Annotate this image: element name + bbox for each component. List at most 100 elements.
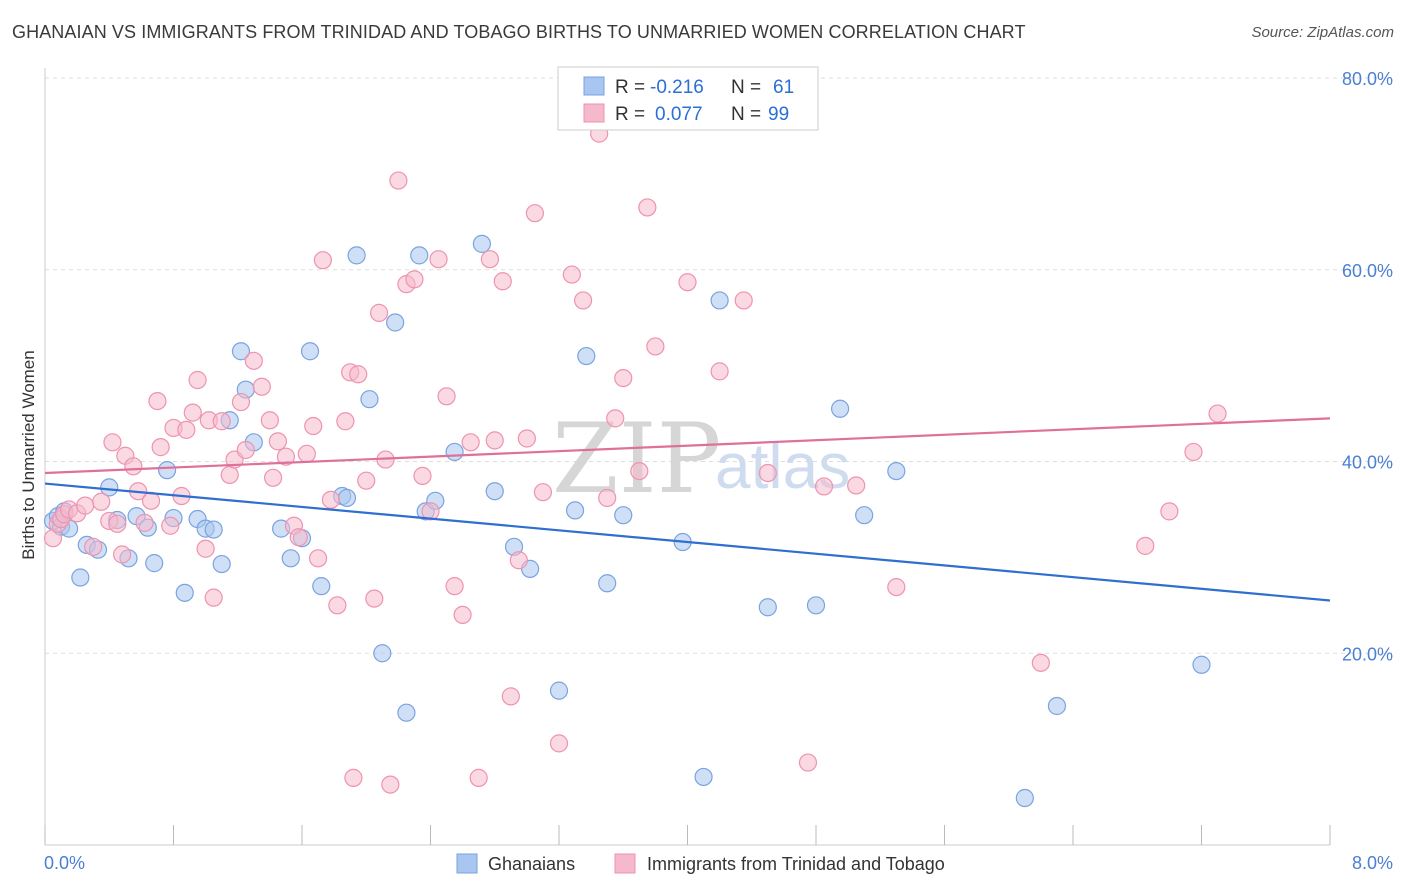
trinidad-point — [549, 734, 569, 753]
ghanaian-point — [145, 554, 164, 573]
watermark: ZIP atlas — [552, 403, 850, 515]
y-tick-label: 80.0% — [1342, 69, 1393, 89]
trinidad-point — [389, 171, 408, 190]
ghanaian-point — [300, 342, 320, 361]
trinidad-point — [357, 471, 376, 490]
trinidad-point — [304, 416, 323, 436]
trinidad-point — [365, 589, 384, 608]
trinidad-point — [244, 351, 263, 370]
trinidad-point — [493, 272, 512, 291]
trinidad-point — [220, 465, 239, 485]
gridlines — [45, 77, 1392, 654]
trinidad-point — [445, 577, 464, 596]
bottom-legend-swatch-ghanaians — [456, 853, 478, 874]
legend-n-value-1: 61 — [773, 77, 794, 98]
ghanaian-point — [100, 478, 119, 497]
trinidad-point — [887, 577, 906, 597]
trinidad-point — [1031, 653, 1050, 672]
trinidad-point — [297, 444, 316, 463]
ghanaian-point — [758, 598, 777, 617]
trinidad-point — [308, 549, 328, 568]
ghanaian-point — [373, 644, 392, 663]
watermark-zip: ZIP — [552, 403, 721, 515]
trinidad-point — [485, 431, 504, 450]
ghanaian-trend-line — [44, 482, 1331, 602]
series-legend: Ghanaians Immigrants from Trinidad and T… — [456, 853, 945, 874]
y-tick-label: 40.0% — [1342, 453, 1393, 473]
y-tick-label: 60.0% — [1342, 261, 1393, 281]
trinidad-point — [268, 432, 288, 451]
ghanaian-point — [565, 501, 585, 520]
trinidad-point — [646, 337, 665, 356]
trinidad-point — [453, 605, 472, 625]
trinidad-point — [630, 461, 649, 481]
ghanaian-point — [347, 246, 366, 265]
trinidad-point — [231, 392, 251, 412]
ghanaian-point — [231, 342, 251, 361]
legend-r-value-2: 0.077 — [655, 104, 703, 125]
trinidad-point — [212, 412, 231, 431]
trinidad-point — [678, 273, 697, 292]
trinidad-point — [135, 513, 154, 532]
ghanaian-point — [157, 461, 177, 480]
trinidad-point — [480, 250, 500, 269]
trinidad-point — [562, 265, 581, 284]
ghanaian-point — [485, 482, 504, 501]
trinidad-point — [814, 477, 834, 496]
trinidad-point — [141, 491, 161, 510]
trinidad-point — [177, 420, 196, 439]
trinidad-point — [108, 514, 127, 533]
ghanaian-point — [598, 574, 617, 593]
ghanaian-point — [397, 703, 416, 722]
trinidad-point — [1136, 536, 1155, 555]
x-tick-label-max: 8.0% — [1352, 853, 1393, 873]
trinidad-point — [517, 429, 536, 448]
ghanaian-point — [472, 234, 491, 253]
bottom-legend-trinidad: Immigrants from Trinidad and Tobago — [647, 854, 945, 874]
ghanaian-point — [614, 506, 633, 525]
trinidad-point — [1160, 502, 1179, 521]
trinidad-point — [1208, 404, 1227, 423]
trinidad-point — [614, 368, 633, 388]
trinidad-point — [252, 377, 271, 396]
trend-lines — [44, 417, 1331, 602]
axes — [44, 68, 1331, 846]
legend-r-value-1: -0.216 — [650, 77, 704, 98]
ghanaian-point — [1192, 655, 1211, 674]
ghanaian-point — [175, 583, 194, 602]
legend-r-label-2: R = — [615, 104, 645, 125]
trinidad-point — [381, 775, 400, 794]
legend-swatch-trinidad — [583, 103, 605, 123]
trinidad-point — [573, 291, 593, 310]
trinidad-point — [525, 204, 545, 223]
legend-n-label-2: N = — [731, 104, 761, 125]
correlation-legend: R = -0.216 N = 61 R = 0.077 N = 99 — [557, 66, 819, 131]
trinidad-point — [798, 753, 818, 772]
trinidad-point — [509, 551, 528, 570]
trinidad-point — [1184, 442, 1203, 462]
legend-r-label-1: R = — [615, 77, 645, 98]
trinidad-point — [276, 447, 296, 466]
trinidad-point — [313, 251, 332, 270]
trinidad-point — [148, 391, 167, 411]
legend-n-value-2: 99 — [768, 104, 789, 125]
x-tick-label-min: 0.0% — [44, 853, 85, 873]
trinidad-point — [328, 596, 347, 615]
trinidad-point — [204, 588, 223, 607]
chart-title: GHANAIAN VS IMMIGRANTS FROM TRINIDAD AND… — [12, 22, 1026, 42]
y-axis-title: Births to Unmarried Women — [19, 350, 38, 559]
ghanaian-point — [1047, 696, 1067, 716]
trinidad-point — [344, 768, 363, 787]
ghanaian-point — [710, 291, 729, 310]
trinidad-point — [437, 387, 456, 406]
ghanaian-point — [204, 520, 223, 539]
trinidad-point — [151, 438, 170, 457]
trinidad-point — [349, 365, 368, 384]
ghanaian-point — [855, 506, 874, 525]
trinidad-point — [84, 537, 103, 556]
tick-labels: 20.0% 40.0% 60.0% 80.0% 0.0% 8.0% — [44, 69, 1393, 873]
trinidad-point — [501, 687, 520, 706]
bottom-legend-swatch-trinidad — [614, 853, 636, 874]
trinidad-point — [263, 468, 283, 487]
trinidad-point — [321, 490, 341, 509]
